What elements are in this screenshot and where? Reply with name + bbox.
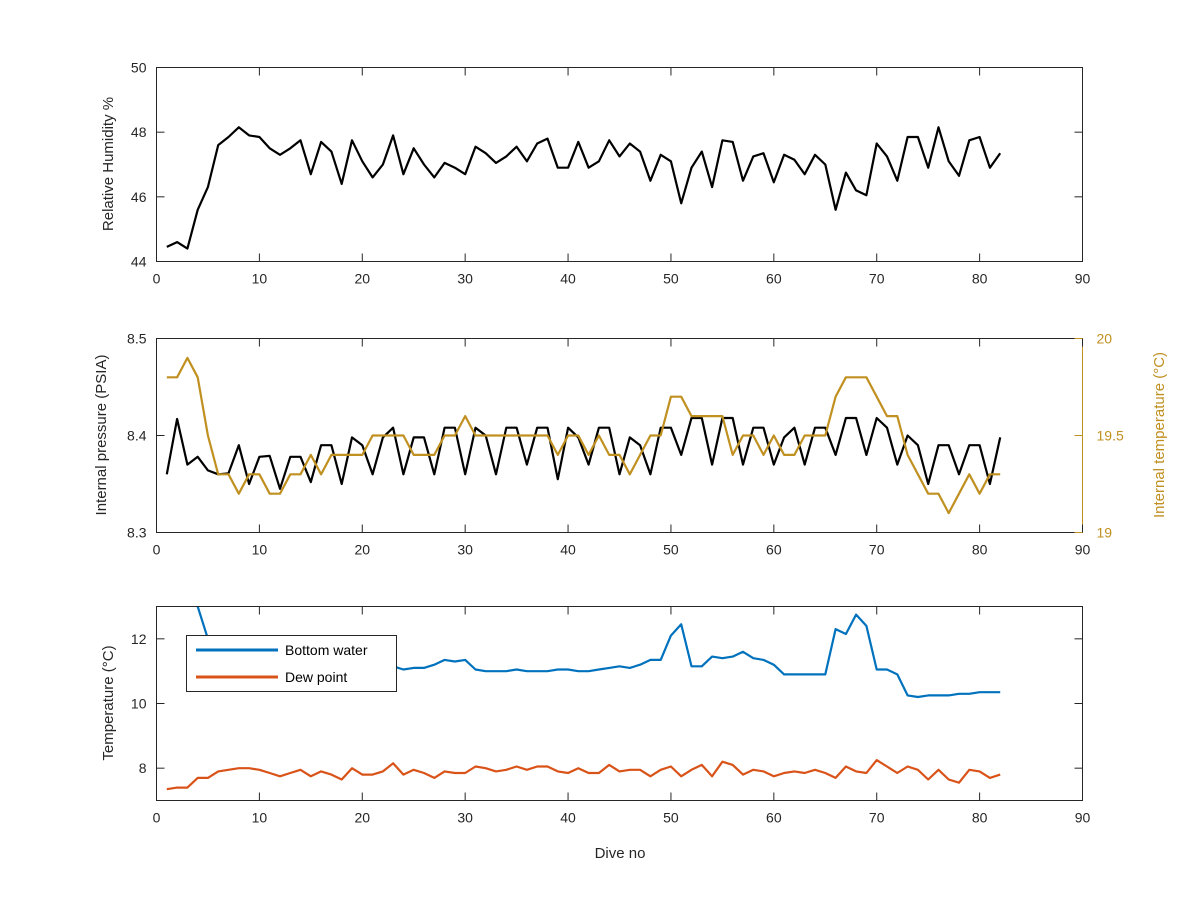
y-axis-label: Internal pressure (PSIA) — [93, 355, 110, 516]
x-tick-label: 70 — [869, 810, 885, 826]
panel-temperature: 0 10 20 30 40 50 60 70 80 90 8 10 12 Temperature (°… — [100, 606, 1091, 862]
legend-label-dew-point: Dew point — [285, 669, 347, 685]
x-tick-label: 40 — [560, 271, 576, 287]
x-tick-label: 40 — [560, 810, 576, 826]
legend: Bottom water Dew point — [186, 635, 397, 692]
series-line-2 — [166, 356, 1001, 515]
y-tick-label-right: 19 — [1097, 525, 1113, 541]
x-tick-label: 50 — [663, 542, 679, 558]
x-tick-label: 10 — [252, 542, 268, 558]
x-tick-label: 80 — [972, 271, 988, 287]
x-tick-label: 60 — [766, 271, 782, 287]
y-tick-label: 8.5 — [127, 331, 147, 347]
x-tick-label: 50 — [663, 271, 679, 287]
x-tick-label: 70 — [869, 542, 885, 558]
x-tick-label: 0 — [153, 542, 161, 558]
panel-humidity: 0 10 20 30 40 50 60 70 80 90 44 46 48 50 Relative Hu… — [100, 60, 1090, 287]
x-tick-label: 90 — [1075, 271, 1091, 287]
y-tick-label: 8.3 — [127, 525, 147, 541]
x-tick-label: 30 — [457, 810, 473, 826]
x-tick-label: 30 — [457, 271, 473, 287]
x-tick-label: 30 — [457, 542, 473, 558]
y-tick-label: 44 — [131, 254, 147, 270]
series-line-dew-point — [166, 759, 1001, 791]
y-axis-label: Relative Humidity % — [100, 97, 117, 231]
x-tick-label: 10 — [252, 810, 268, 826]
panel-pressure-temperature: 0 10 20 30 40 50 60 70 80 90 8.3 8.4 8.5 19 19.5 20 I… — [93, 331, 1168, 558]
plot-box-humidity — [156, 67, 1083, 262]
y-tick-label: 8 — [139, 760, 147, 776]
legend-label-bottom-water: Bottom water — [285, 642, 368, 658]
y-tick-label: 46 — [131, 189, 147, 205]
y-axis-label: Temperature (°C) — [100, 645, 117, 760]
x-tick-label: 10 — [252, 271, 268, 287]
x-tick-label: 50 — [663, 810, 679, 826]
y-tick-label-right: 20 — [1097, 331, 1113, 347]
x-tick-label: 20 — [354, 542, 370, 558]
x-tick-label: 60 — [766, 542, 782, 558]
x-tick-label: 80 — [972, 542, 988, 558]
x-tick-label: 60 — [766, 810, 782, 826]
y-tick-label: 10 — [131, 696, 147, 712]
legend-box — [186, 635, 397, 692]
y-tick-label: 48 — [131, 124, 147, 140]
x-tick-label: 0 — [153, 271, 161, 287]
x-tick-label: 90 — [1075, 542, 1091, 558]
x-tick-label: 40 — [560, 542, 576, 558]
y-tick-label: 50 — [131, 60, 147, 76]
y-tick-label: 8.4 — [127, 428, 147, 444]
series-line-1 — [165, 416, 1002, 490]
y-tick-label-right: 19.5 — [1097, 428, 1124, 444]
x-tick-label: 90 — [1075, 810, 1091, 826]
x-axis-label: Dive no — [595, 845, 646, 862]
x-tick-label: 20 — [354, 810, 370, 826]
x-tick-label: 80 — [972, 810, 988, 826]
x-tick-label: 20 — [354, 271, 370, 287]
x-tick-label: 0 — [153, 810, 161, 826]
series-line-1 — [166, 126, 1002, 250]
y-axis-label-right: Internal temperature (°C) — [1151, 352, 1168, 518]
y-tick-label: 12 — [131, 631, 147, 647]
x-tick-label: 70 — [869, 271, 885, 287]
